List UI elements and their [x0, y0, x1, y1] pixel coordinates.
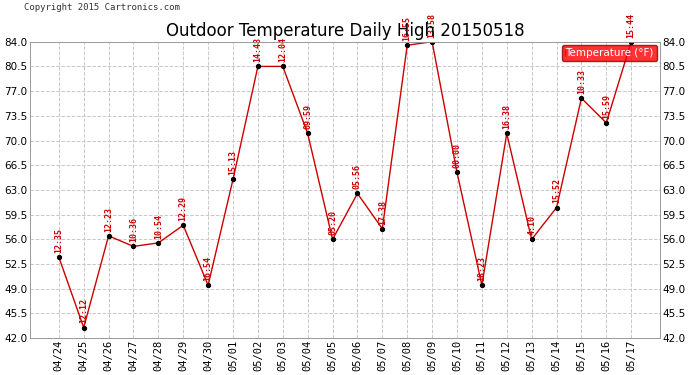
Text: 16:38: 16:38: [502, 104, 511, 129]
Text: 10:33: 10:33: [577, 69, 586, 94]
Text: 15:59: 15:59: [602, 94, 611, 119]
Text: 09:59: 09:59: [303, 104, 312, 129]
Text: 10:54: 10:54: [154, 214, 163, 239]
Text: 00:00: 00:00: [453, 143, 462, 168]
Legend: Temperature (°F): Temperature (°F): [562, 45, 657, 61]
Text: 18:23: 18:23: [477, 256, 486, 281]
Text: 10:36: 10:36: [129, 217, 138, 242]
Text: 12:35: 12:35: [55, 228, 63, 253]
Text: 05:56: 05:56: [353, 164, 362, 189]
Text: 17:38: 17:38: [378, 200, 387, 225]
Text: 14:48: 14:48: [253, 37, 262, 62]
Text: 16:54: 16:54: [204, 256, 213, 281]
Text: 15:52: 15:52: [552, 178, 561, 203]
Text: 12:29: 12:29: [179, 196, 188, 221]
Text: Copyright 2015 Cartronics.com: Copyright 2015 Cartronics.com: [24, 3, 180, 12]
Text: 13:58: 13:58: [428, 12, 437, 38]
Title: Outdoor Temperature Daily High 20150518: Outdoor Temperature Daily High 20150518: [166, 22, 524, 40]
Text: 05:20: 05:20: [328, 210, 337, 235]
Text: 4:10: 4:10: [527, 215, 536, 235]
Text: 12:12: 12:12: [79, 298, 88, 324]
Text: 15:44: 15:44: [627, 12, 635, 38]
Text: 12:23: 12:23: [104, 207, 113, 232]
Text: 15:13: 15:13: [228, 150, 237, 175]
Text: 16:55: 16:55: [403, 16, 412, 41]
Text: 12:04: 12:04: [278, 37, 287, 62]
